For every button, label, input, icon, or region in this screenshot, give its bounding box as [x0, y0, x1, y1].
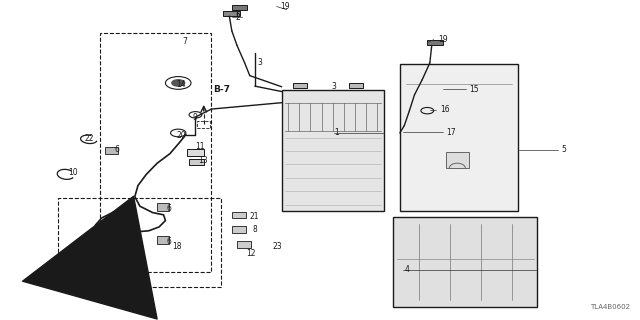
Bar	[237, 241, 251, 248]
Bar	[349, 83, 363, 88]
Text: TLA4B0602: TLA4B0602	[589, 304, 630, 310]
Bar	[232, 226, 246, 233]
Text: 7: 7	[182, 37, 188, 46]
Text: 19: 19	[280, 2, 290, 11]
Bar	[446, 152, 468, 168]
Text: 8: 8	[253, 225, 258, 234]
Bar	[223, 11, 239, 16]
Text: 11: 11	[195, 142, 205, 151]
Bar	[189, 159, 204, 165]
Text: 23: 23	[272, 242, 282, 251]
Bar	[282, 90, 384, 211]
Text: 6: 6	[167, 204, 172, 213]
Bar	[106, 147, 118, 154]
Bar	[58, 198, 221, 287]
Bar	[400, 64, 518, 211]
Text: 12: 12	[246, 249, 256, 258]
Bar	[428, 40, 443, 45]
Bar	[100, 33, 211, 272]
Text: B-7: B-7	[213, 85, 230, 94]
Text: E-6-1: E-6-1	[119, 282, 144, 291]
Text: 19: 19	[438, 35, 448, 44]
Text: 9: 9	[192, 114, 197, 123]
Text: 5: 5	[561, 145, 566, 154]
Text: 13: 13	[198, 156, 208, 165]
Text: 4: 4	[404, 265, 409, 275]
Bar	[232, 212, 246, 218]
Text: 22: 22	[85, 134, 95, 143]
Text: 17: 17	[447, 127, 456, 137]
Text: 3: 3	[257, 58, 262, 68]
Circle shape	[172, 80, 184, 86]
Text: 3: 3	[332, 82, 337, 91]
Bar	[232, 4, 247, 10]
Text: 10: 10	[68, 168, 77, 177]
Text: 2: 2	[236, 13, 241, 22]
Text: FR.: FR.	[38, 276, 57, 285]
Text: 6: 6	[167, 237, 172, 246]
Text: 1: 1	[335, 128, 339, 138]
Bar	[394, 217, 537, 307]
Text: 21: 21	[250, 212, 259, 221]
Text: 15: 15	[468, 85, 479, 94]
Text: 16: 16	[440, 105, 450, 114]
Bar	[187, 148, 204, 156]
Text: 20: 20	[177, 131, 187, 140]
Text: 14: 14	[176, 80, 186, 89]
Text: 18: 18	[172, 242, 181, 251]
Bar	[197, 121, 210, 128]
Text: 6: 6	[115, 145, 119, 154]
Bar	[157, 203, 170, 211]
Bar	[157, 236, 170, 244]
Bar	[293, 83, 307, 88]
